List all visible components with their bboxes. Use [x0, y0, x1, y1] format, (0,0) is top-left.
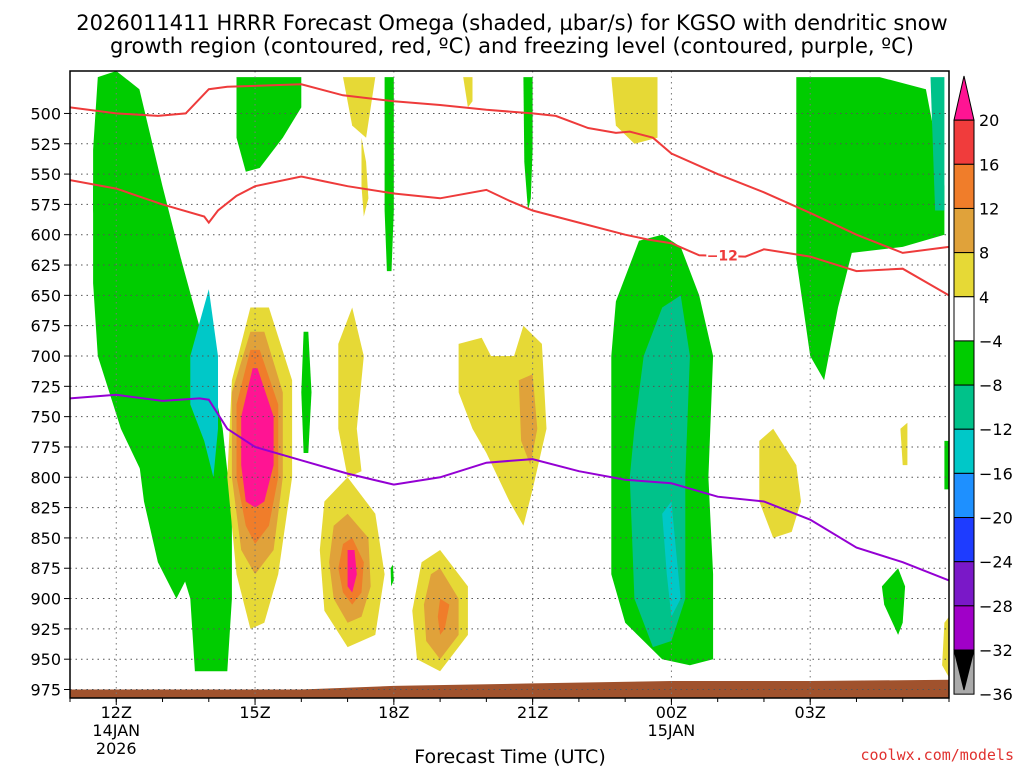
- omega-region-magenta-1500-core: [241, 368, 274, 508]
- y-tick-label: 950: [30, 650, 61, 669]
- x-tick-date: 14JAN: [92, 721, 140, 740]
- y-tick-label: 550: [30, 165, 61, 184]
- colorbar-bin: [953, 207, 975, 254]
- colorbar-bin: [953, 605, 975, 651]
- omega-region-yellow-right-edge-low: [942, 616, 949, 678]
- colorbar-bin: [953, 517, 975, 563]
- x-tick-date: 15JAN: [648, 721, 696, 740]
- y-tick-label: 775: [30, 438, 61, 457]
- colorbar-label: 20: [979, 111, 999, 130]
- omega-region-cyan-left-core: [190, 289, 218, 478]
- omega-region-cyan-deep-00z: [662, 501, 681, 617]
- y-tick-label: 800: [30, 468, 61, 487]
- omega-region-green-2830: [881, 568, 906, 635]
- x-axis-title: Forecast Time (UTC): [414, 746, 605, 768]
- colorbar-label: −36: [979, 685, 1013, 704]
- y-tick-label: 725: [30, 377, 61, 396]
- omega-region-green-lower-left-slope: [93, 186, 232, 672]
- colorbar-label: −16: [979, 464, 1013, 483]
- omega-region-yellow-2000-block: [458, 325, 547, 526]
- dgz-contour-red-0: [70, 83, 949, 254]
- colorbar: 20 16 12 8 4 −4 −8 −12 −16 −20 −24 −28 −32 −36: [953, 75, 1013, 704]
- colorbar-label: −32: [979, 641, 1013, 660]
- y-axis: 500 525 550 575 600 625 650 675 700 725 750 775 800 8…: [30, 104, 70, 700]
- x-tick-label: 18Z: [378, 703, 409, 722]
- colorbar-label: −28: [979, 597, 1013, 616]
- y-tick-label: 825: [30, 499, 61, 518]
- colorbar-bin: [953, 296, 975, 342]
- colorbar-label: −20: [979, 509, 1013, 528]
- colorbar-bin: [953, 163, 975, 209]
- freezing-level-contour: [70, 393, 949, 582]
- omega-region-yellow-1700-column: [338, 307, 364, 478]
- plot-frame: [69, 70, 950, 699]
- omega-region-yellow-0300-streak: [900, 422, 908, 466]
- colorbar-bin: [953, 472, 975, 519]
- omega-region-cyan-right-edge: [930, 77, 945, 211]
- contours: −12: [70, 83, 949, 582]
- x-tick-year: 2026: [96, 739, 137, 758]
- omega-shading: [93, 71, 949, 678]
- omega-region-green-right-block: [796, 77, 945, 381]
- colorbar-bin: [953, 340, 975, 386]
- y-tick-label: 750: [30, 408, 61, 427]
- y-tick-label: 850: [30, 529, 61, 548]
- colorbar-label: 4: [979, 288, 989, 307]
- y-tick-label: 700: [30, 347, 61, 366]
- omega-region-yellow-top-1645: [343, 77, 376, 138]
- chart-title-line1: 2026011411 HRRR Forecast Omega (shaded, …: [76, 11, 947, 35]
- omega-region-green-streak-1755b: [390, 564, 394, 587]
- x-tick-label: 15Z: [239, 703, 270, 722]
- colorbar-bin: [953, 561, 975, 607]
- colorbar-label: 16: [979, 155, 999, 174]
- colorbar-label: −12: [979, 420, 1013, 439]
- y-tick-label: 575: [30, 195, 61, 214]
- colorbar-label: 12: [979, 199, 999, 218]
- colorbar-label: −24: [979, 553, 1013, 572]
- colorbar-bin: [953, 119, 975, 165]
- chart-title-line2: growth region (contoured, red, ºC) and f…: [110, 34, 914, 58]
- surface-terrain: [70, 679, 949, 698]
- omega-region-red-1900-core: [437, 598, 450, 635]
- omega-region-yellow-top-1845: [463, 77, 473, 108]
- omega-region-magenta-1700-core: [347, 550, 357, 593]
- x-tick-label: 03Z: [795, 703, 826, 722]
- colorbar-label: 8: [979, 244, 989, 263]
- colorbar-bottom-arrow: [953, 649, 975, 691]
- colorbar-top-arrow: [953, 75, 975, 121]
- x-tick-label: 12Z: [101, 703, 132, 722]
- omega-region-yellow-0130: [759, 428, 801, 538]
- dgz-contour-label: −12: [707, 248, 738, 264]
- y-tick-label: 625: [30, 256, 61, 275]
- colorbar-label: −4: [979, 332, 1003, 351]
- y-tick-label: 650: [30, 286, 61, 305]
- credit-text: coolwx.com/models: [860, 746, 1014, 764]
- y-tick-label: 900: [30, 590, 61, 609]
- colorbar-label: −8: [979, 376, 1003, 395]
- x-tick-label: 21Z: [517, 703, 548, 722]
- omega-region-yellow-1700-streak: [361, 137, 369, 217]
- terrain-fill: [70, 679, 949, 698]
- y-tick-label: 525: [30, 135, 61, 154]
- omega-region-green-streak-1645: [301, 331, 312, 453]
- y-tick-label: 600: [30, 226, 61, 245]
- colorbar-bin: [953, 384, 975, 430]
- contour-label-bg: [706, 247, 739, 264]
- y-tick-label: 875: [30, 559, 61, 578]
- omega-region-green-top-14z: [236, 77, 302, 172]
- y-tick-label: 675: [30, 317, 61, 336]
- omega-region-yellow-top-2230: [611, 77, 658, 144]
- gridlines: [70, 71, 949, 698]
- y-tick-label: 925: [30, 620, 61, 639]
- y-tick-label: 975: [30, 681, 61, 700]
- dgz-contour-red-1: [70, 175, 949, 297]
- y-tick-label: 500: [30, 104, 61, 123]
- colorbar-bin: [953, 252, 975, 298]
- x-tick-label: 00Z: [656, 703, 687, 722]
- colorbar-bin: [953, 428, 975, 474]
